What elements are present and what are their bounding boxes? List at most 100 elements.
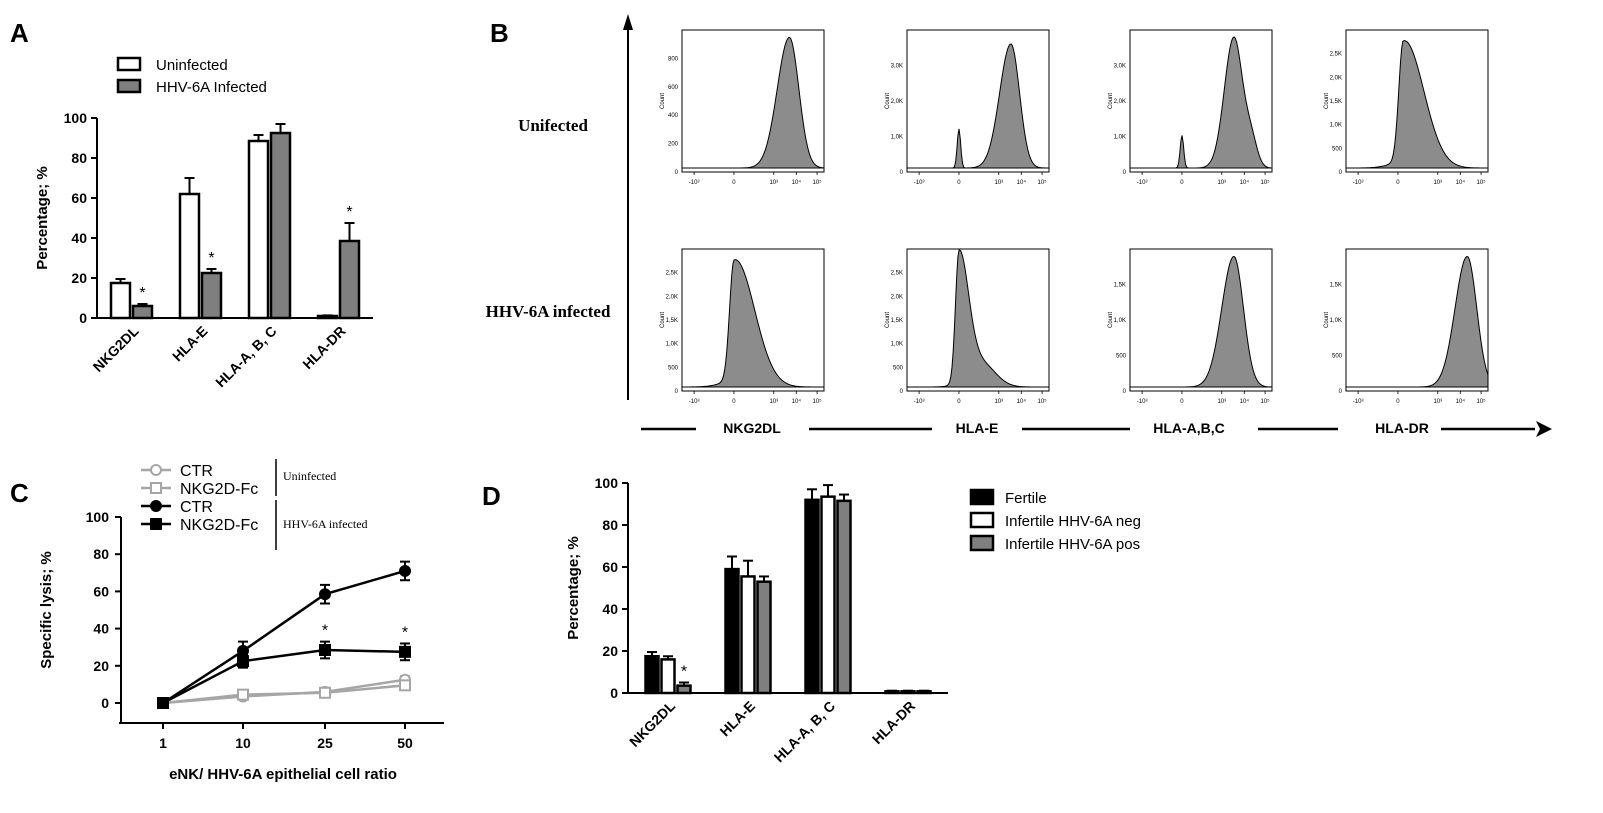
y-tick-label: 0 <box>101 695 109 711</box>
histogram-fill <box>907 249 1049 388</box>
histogram-y-tick: 0 <box>1339 389 1343 395</box>
histogram-x-tick: 0 <box>732 399 736 405</box>
marker-label: HLA-E <box>956 420 999 436</box>
histogram-y-tick: 500 <box>893 365 904 371</box>
histogram-y-tick: 2,0K <box>1114 99 1126 105</box>
histogram-fill <box>907 43 1050 169</box>
y-tick-label: 100 <box>595 475 619 491</box>
y-tick-label: 60 <box>93 583 109 599</box>
histogram-x-tick: 0 <box>732 180 736 186</box>
histogram-y-tick: 1,0K <box>1330 318 1342 324</box>
histogram-fill <box>1130 36 1273 169</box>
y-axis-label: Specific lysis; % <box>38 551 55 669</box>
histogram-x-tick: 10⁴ <box>1456 179 1466 186</box>
legend-swatch <box>116 56 142 72</box>
histogram-x-tick: -10³ <box>1353 399 1364 405</box>
legend-label: CTR <box>180 463 213 480</box>
histogram-y-tick: 2,0K <box>891 99 903 105</box>
legend-swatch <box>969 534 995 552</box>
data-point <box>157 697 169 709</box>
histogram-1-5: Count 0 500 1,0K 1,5K 2,0K 2,5K -10³ 0 10³ 10⁴ 10⁵ <box>885 248 1050 405</box>
histogram-x-tick: 0 <box>1396 180 1400 186</box>
histogram-x-tick: 10³ <box>1217 399 1226 405</box>
panel-label-a: A <box>10 18 29 48</box>
histogram-y-tick: 2,0K <box>891 294 903 300</box>
y-axis-label: Percentage; % <box>34 166 51 269</box>
histogram-x-tick: 10⁵ <box>1476 398 1486 405</box>
legend-label: Fertile <box>1005 490 1047 507</box>
histogram-x-tick: 10⁴ <box>1240 179 1250 186</box>
x-tick-label: NKG2DL <box>626 697 678 749</box>
histogram-x-tick: -10³ <box>1137 399 1148 405</box>
significance-marker: * <box>208 250 214 267</box>
histogram-y-tick: 2,0K <box>1330 75 1342 81</box>
legend-swatch <box>116 78 142 94</box>
vertical-arrow-head <box>623 14 633 30</box>
histogram-y-label: Count <box>1108 93 1114 109</box>
histogram-y-tick: 500 <box>1332 354 1343 360</box>
y-tick-label: 20 <box>602 643 618 659</box>
y-axis-label: Percentage; % <box>565 536 582 639</box>
histogram-x-tick: 10³ <box>769 180 778 186</box>
legend-label: Infertile HHV-6A neg <box>1005 513 1141 530</box>
histogram-x-tick: 10⁴ <box>1017 398 1027 405</box>
x-tick-label: HLA-DR <box>869 698 918 747</box>
y-tick-label: 80 <box>602 517 618 533</box>
bar-hla-e-2 <box>756 580 772 695</box>
bar-hla-a-b-c-1 <box>269 131 292 320</box>
bar-hla-e-1 <box>740 575 756 695</box>
y-tick-label: 40 <box>602 601 618 617</box>
histogram-y-tick: 2,0K <box>666 294 678 300</box>
bottom-arrow-head <box>1536 421 1552 437</box>
bar-hla-dr-0 <box>884 690 900 695</box>
bar-hla-a-b-c-1 <box>820 495 836 695</box>
histogram-y-tick: 1,5K <box>891 318 903 324</box>
histogram-0-3: Count 0 500 1,0K 1,5K 2,0K 2,5K -10³ 0 10³ 10⁴ 10⁵ <box>1324 29 1489 186</box>
histogram-y-tick: 0 <box>1123 389 1127 395</box>
histogram-x-tick: 10⁴ <box>792 179 802 186</box>
significance-marker: * <box>402 624 408 641</box>
histogram-y-tick: 0 <box>1339 170 1343 176</box>
histogram-y-tick: 1,0K <box>1114 318 1126 324</box>
bar-hla-e-0 <box>724 567 740 695</box>
histogram-y-tick: 1,0K <box>666 342 678 348</box>
histogram-x-tick: 10³ <box>1433 180 1442 186</box>
data-point <box>399 645 411 658</box>
bar-hla-e-0 <box>178 192 201 320</box>
histogram-y-tick: 0 <box>675 170 679 176</box>
panel-label-b: B <box>490 18 509 48</box>
x-tick-label: HLA-A, B, C <box>771 698 838 765</box>
histogram-x-tick: 10³ <box>1433 399 1442 405</box>
marker-label: HLA-DR <box>1375 420 1429 436</box>
histogram-y-tick: 1,5K <box>1330 283 1342 289</box>
histogram-y-label: Count <box>660 93 666 109</box>
chart-panel-d: 0 20 40 60 80 100 Percentage; % NKG2DL HLA-E HLA-… <box>565 475 1141 765</box>
x-tick-label: HLA-E <box>717 698 759 740</box>
marker-label: NKG2DL <box>723 420 781 436</box>
significance-marker: * <box>139 285 145 302</box>
histogram-y-tick: 500 <box>1332 146 1343 152</box>
y-tick-label: 20 <box>93 658 109 674</box>
series-line-1 <box>162 684 406 705</box>
data-point <box>399 564 411 577</box>
data-point <box>319 686 331 699</box>
histogram-x-tick: 10³ <box>994 180 1003 186</box>
histogram-x-tick: 10⁵ <box>812 179 822 186</box>
data-point <box>399 679 411 692</box>
row-label-infected: HHV-6A infected <box>486 302 611 321</box>
histogram-y-tick: 2,5K <box>1330 52 1342 58</box>
bar-nkg2dl-0 <box>644 655 660 695</box>
histogram-y-label: Count <box>1108 312 1114 328</box>
y-tick-label: 100 <box>64 110 88 126</box>
histogram-fill <box>681 259 825 388</box>
x-axis-label: eNK/ HHV-6A epithelial cell ratio <box>169 766 397 783</box>
y-tick-label: 100 <box>86 509 110 525</box>
histogram-x-tick: 10³ <box>1217 180 1226 186</box>
legend-marker <box>150 464 162 476</box>
histogram-x-tick: -10³ <box>1353 180 1364 186</box>
legend-swatch <box>969 511 995 529</box>
histogram-y-tick: 800 <box>668 56 679 62</box>
